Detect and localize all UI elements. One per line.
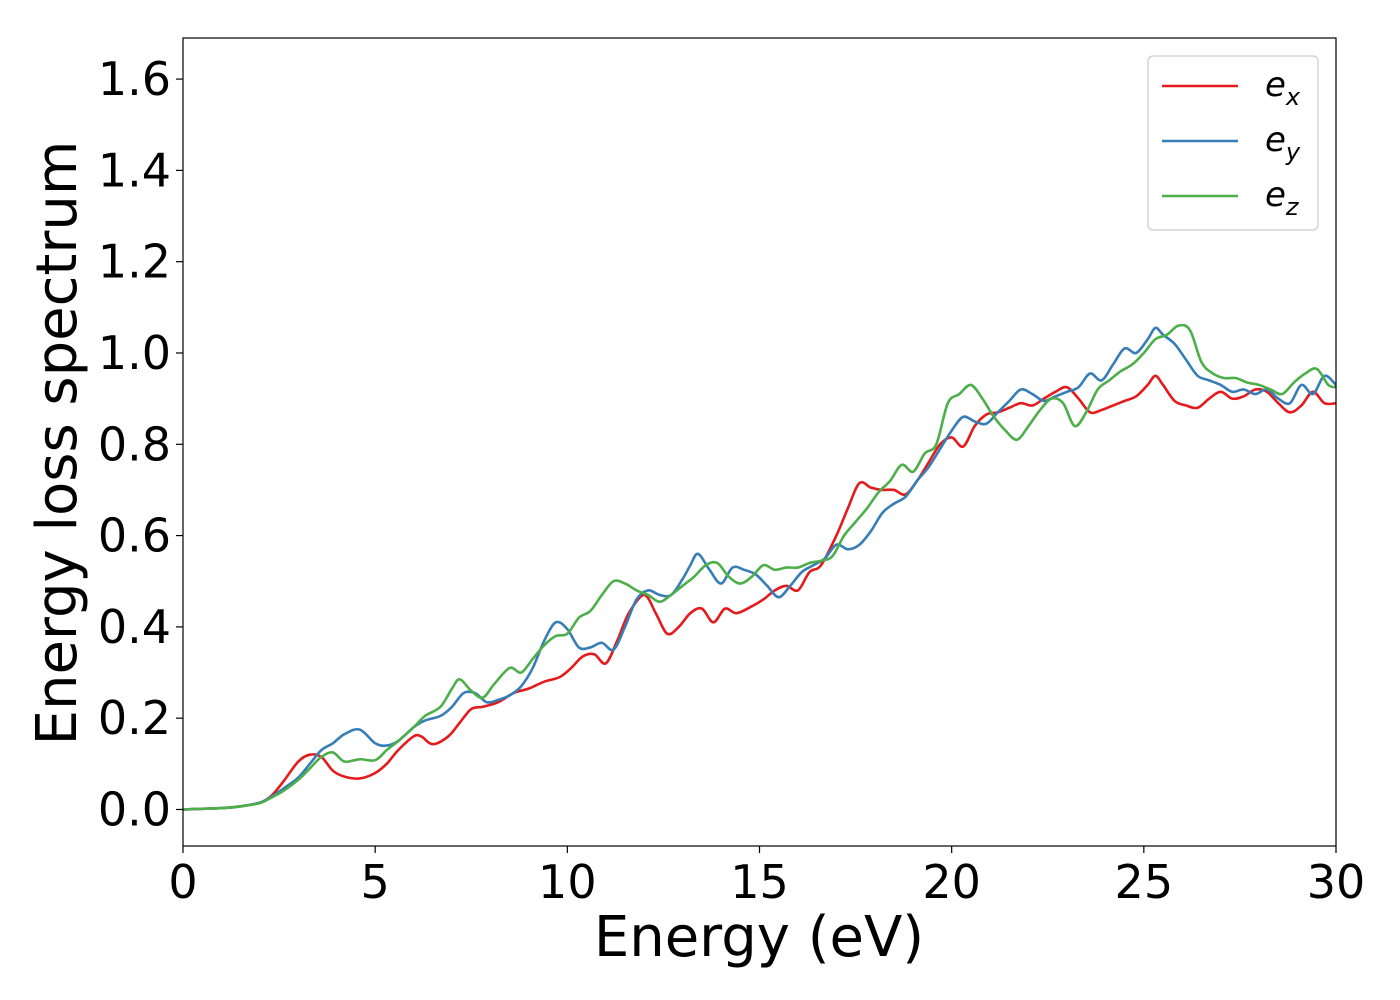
y-tick-label: 1.4 [98,143,171,197]
x-axis-ticks: 0 5 10 15 20 25 30 [168,846,1365,909]
y-tick-label: 0.0 [98,782,171,836]
legend-label-e-y: ey [1265,120,1301,166]
series-line-e-y [183,326,1336,811]
y-tick-label: 0.4 [98,600,171,654]
plot-lines [183,323,1336,811]
x-tick-label: 30 [1307,855,1366,909]
legend-label-subscript: x [1285,83,1301,111]
x-tick-label: 15 [730,855,789,909]
x-axis-title: Energy (eV) [594,905,924,970]
y-tick-label: 0.8 [98,417,171,471]
y-axis-title: Energy loss spectrum [25,141,90,746]
legend-label-e-z: ez [1265,175,1300,221]
x-tick-label: 25 [1115,855,1174,909]
x-tick-label: 10 [538,855,597,909]
y-tick-label: 1.6 [98,52,171,106]
x-tick-label: 5 [361,855,390,909]
series-line-e-x [183,374,1336,811]
y-tick-label: 0.2 [98,691,171,745]
x-tick-label: 0 [168,855,197,909]
y-axis-ticks: 0.0 0.2 0.4 0.6 0.8 1.0 1.2 1.4 1.6 [98,52,183,836]
legend-label-subscript: z [1285,193,1300,221]
legend-label-main: e [1265,120,1286,160]
x-tick-label: 20 [922,855,981,909]
legend-label-e-x: ex [1265,65,1301,111]
y-tick-label: 1.2 [98,235,171,289]
series-line-e-z [183,323,1336,811]
y-tick-label: 1.0 [98,326,171,380]
legend-label-main: e [1265,65,1286,105]
legend-box [1147,55,1319,231]
legend-label-subscript: y [1285,138,1301,166]
y-tick-label: 0.6 [98,509,171,563]
legend-label-main: e [1265,175,1286,215]
